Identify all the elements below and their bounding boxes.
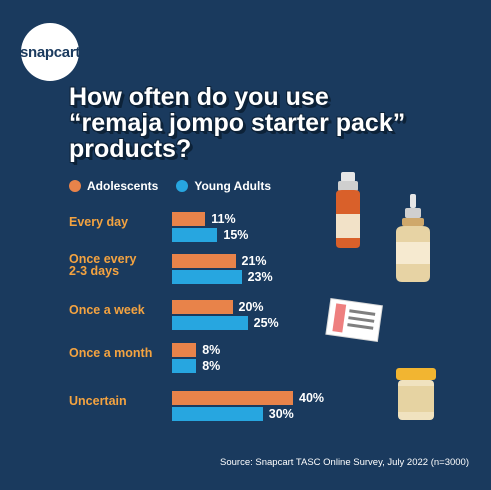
category-label: Uncertain [69, 394, 127, 408]
bar-young-adults [172, 228, 218, 242]
category-label: Once every 2-3 days [69, 252, 137, 278]
data-label: 8% [202, 343, 221, 357]
jar-icon [396, 368, 436, 420]
title-line-1: How often do you use [69, 83, 329, 111]
data-label: 11% [211, 212, 236, 226]
bar-young-adults [172, 316, 248, 330]
legend-label-adolescents: Adolescents [87, 179, 159, 193]
legend-swatch-adolescents [69, 180, 81, 192]
data-label: 25% [253, 316, 279, 330]
data-label: 15% [223, 228, 249, 242]
data-label: 23% [247, 270, 273, 284]
data-label: 8% [202, 359, 221, 373]
legend-item-young-adults: Young Adults [176, 179, 271, 193]
medicine-box-icon [325, 298, 383, 343]
data-label: 20% [238, 300, 264, 314]
title-line-2: “remaja jompo starter pack” [69, 109, 406, 137]
bar-young-adults [172, 359, 197, 373]
bar-adolescents [172, 391, 293, 405]
source-note: Source: Snapcart TASC Online Survey, Jul… [220, 457, 469, 468]
category-label: Every day [69, 215, 129, 229]
bar-young-adults [172, 407, 263, 421]
bar-adolescents [172, 300, 233, 314]
data-label: 40% [299, 391, 325, 405]
category-label: Once a week [69, 303, 145, 317]
title-line-3: products? [69, 135, 192, 163]
category-label: Once a month [69, 346, 153, 360]
legend-label-young-adults: Young Adults [194, 179, 272, 193]
data-label: 30% [268, 407, 294, 421]
orange-bottle-icon [336, 172, 360, 248]
logo-text: snapcart [19, 43, 81, 61]
bar-adolescents [172, 343, 197, 357]
bar-adolescents [172, 212, 206, 226]
legend-swatch-young-adults [176, 180, 189, 192]
bar-young-adults [172, 270, 242, 284]
bar-adolescents [172, 254, 236, 268]
legend-item-adolescents: Adolescents [69, 179, 158, 193]
chart-legend: Adolescents Young Adults [69, 179, 283, 193]
dropper-bottle-icon [396, 194, 430, 282]
snapcart-logo: snapcart [19, 23, 81, 81]
data-label: 21% [241, 254, 267, 268]
chart-title: How often do you use “remaja jompo start… [69, 84, 409, 162]
